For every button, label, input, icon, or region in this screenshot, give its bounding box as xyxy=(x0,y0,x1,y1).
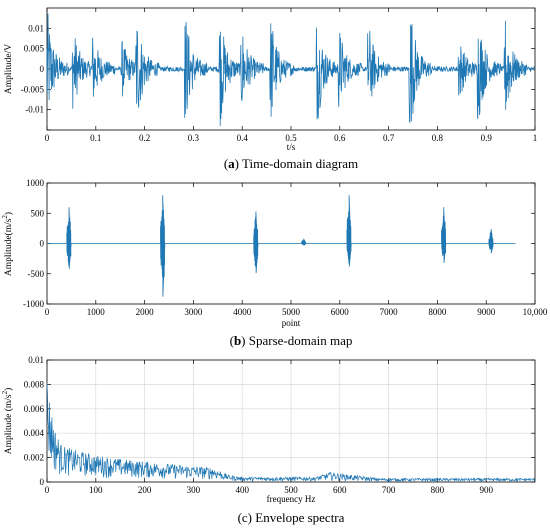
x-tick-label: 1 xyxy=(533,133,538,143)
y-tick-label: 0.01 xyxy=(28,23,44,33)
caption-b-letter: b xyxy=(234,333,241,348)
x-tick-label: 0.4 xyxy=(237,133,249,143)
x-tick-label: 9000 xyxy=(477,307,496,317)
x-tick-label: 300 xyxy=(187,485,201,495)
x-tick-label: 10,000 xyxy=(523,307,548,317)
y-axis-label: Amplitude/V xyxy=(4,44,14,94)
x-tick-label: 0.2 xyxy=(139,133,150,143)
x-tick-label: 700 xyxy=(382,485,396,495)
x-tick-group: 0 0.1 0.2 0.3 0.4 0.5 0.6 0.7 0.8 0.9 1 xyxy=(45,8,538,143)
x-tick-label: 7000 xyxy=(380,307,399,317)
y-tick-label: 0.008 xyxy=(24,379,45,389)
x-tick-label: 0.9 xyxy=(481,133,493,143)
y-tick-label: 0.005 xyxy=(24,44,45,54)
y-axis-label-end: ) xyxy=(3,212,14,215)
x-tick-label: 0 xyxy=(45,307,50,317)
x-tick-label: 0.8 xyxy=(432,133,444,143)
y-tick-label: -0.01 xyxy=(25,105,44,115)
caption-b-text: Sparse-domain map xyxy=(246,333,353,348)
y-axis-label-main: Amplitude (m/s xyxy=(3,394,14,454)
x-tick-label: 0.6 xyxy=(334,133,346,143)
x-tick-label: 5000 xyxy=(282,307,301,317)
x-tick-label: 1000 xyxy=(87,307,106,317)
panel-c-envelope-spectra: 0 100 200 300 400 500 600 700 800 900 0 0.002 0.004… xyxy=(1,355,536,525)
caption-a: (a) Time-domain diagram xyxy=(224,156,358,171)
y-tick-group: -0.01 -0.005 0 0.005 0.01 xyxy=(21,23,535,131)
time-domain-signal-line xyxy=(46,13,536,127)
y-tick-label: 0.002 xyxy=(24,453,44,463)
x-tick-label: 8000 xyxy=(428,307,447,317)
sparse-signal-line xyxy=(47,195,516,297)
y-tick-label: 0 xyxy=(40,239,45,249)
x-tick-label: 0 xyxy=(45,485,50,495)
x-axis-label: point xyxy=(282,318,301,328)
x-tick-label: 800 xyxy=(431,485,445,495)
panel-a-time-domain: 0 0.1 0.2 0.3 0.4 0.5 0.6 0.7 0.8 0.9 1 -0.01 -0.00… xyxy=(4,7,538,171)
x-tick-label: 0.7 xyxy=(383,133,395,143)
y-tick-label: 500 xyxy=(31,208,45,218)
caption-a-text: Time-domain diagram xyxy=(239,156,358,171)
x-tick-group: 0 100 200 300 400 500 600 700 800 900 xyxy=(45,360,493,495)
y-tick-label: -500 xyxy=(28,269,45,279)
y-axis-label-main: Amplitude(m/s xyxy=(3,218,14,276)
y-tick-label: 0.006 xyxy=(24,404,45,414)
grid-lines xyxy=(47,360,535,482)
x-tick-group: 0 1000 2000 3000 4000 5000 6000 7000 8000 9000 10,… xyxy=(45,183,548,317)
x-tick-label: 500 xyxy=(284,485,298,495)
caption-c: (c) Envelope spectra xyxy=(238,510,345,525)
x-tick-label: 0.3 xyxy=(188,133,200,143)
x-tick-label: 0.5 xyxy=(285,133,297,143)
x-tick-label: 0 xyxy=(45,133,50,143)
caption-b: (b) Sparse-domain map xyxy=(230,333,353,348)
y-axis-label-end: ) xyxy=(3,388,14,391)
x-tick-label: 0.1 xyxy=(90,133,101,143)
y-tick-group: -1000 -500 0 500 1000 xyxy=(23,178,535,309)
x-tick-label: 600 xyxy=(333,485,347,495)
y-tick-label: 0.01 xyxy=(28,355,44,365)
x-tick-label: 3000 xyxy=(184,307,203,317)
x-tick-label: 2000 xyxy=(136,307,155,317)
x-tick-label: 200 xyxy=(138,485,152,495)
y-axis-label: Amplitude(m/s2) xyxy=(1,212,14,276)
caption-a-letter: a xyxy=(228,156,235,171)
panel-b-sparse-domain: 0 1000 2000 3000 4000 5000 6000 7000 8000 9000 10,… xyxy=(1,178,548,348)
x-tick-label: 6000 xyxy=(331,307,350,317)
y-axis-label: Amplitude (m/s2) xyxy=(1,388,14,455)
y-axis-label-sup: 2 xyxy=(1,390,9,394)
y-tick-label: 0 xyxy=(40,64,45,74)
y-axis-label-sup: 2 xyxy=(1,215,9,219)
x-axis-label: t/s xyxy=(287,142,296,152)
x-tick-label: 4000 xyxy=(233,307,252,317)
y-tick-label: 0 xyxy=(40,477,45,487)
y-tick-label: -0.005 xyxy=(21,84,45,94)
x-tick-label: 900 xyxy=(479,485,493,495)
y-tick-label: -1000 xyxy=(23,299,44,309)
y-tick-group: 0 0.002 0.004 0.006 0.008 0.01 xyxy=(24,355,535,487)
y-tick-label: 0.004 xyxy=(24,428,45,438)
x-tick-label: 400 xyxy=(235,485,249,495)
y-tick-label: 1000 xyxy=(26,178,45,188)
x-tick-label: 100 xyxy=(89,485,103,495)
envelope-spectrum-line xyxy=(46,382,536,483)
x-axis-label: frequency Hz xyxy=(267,494,316,504)
